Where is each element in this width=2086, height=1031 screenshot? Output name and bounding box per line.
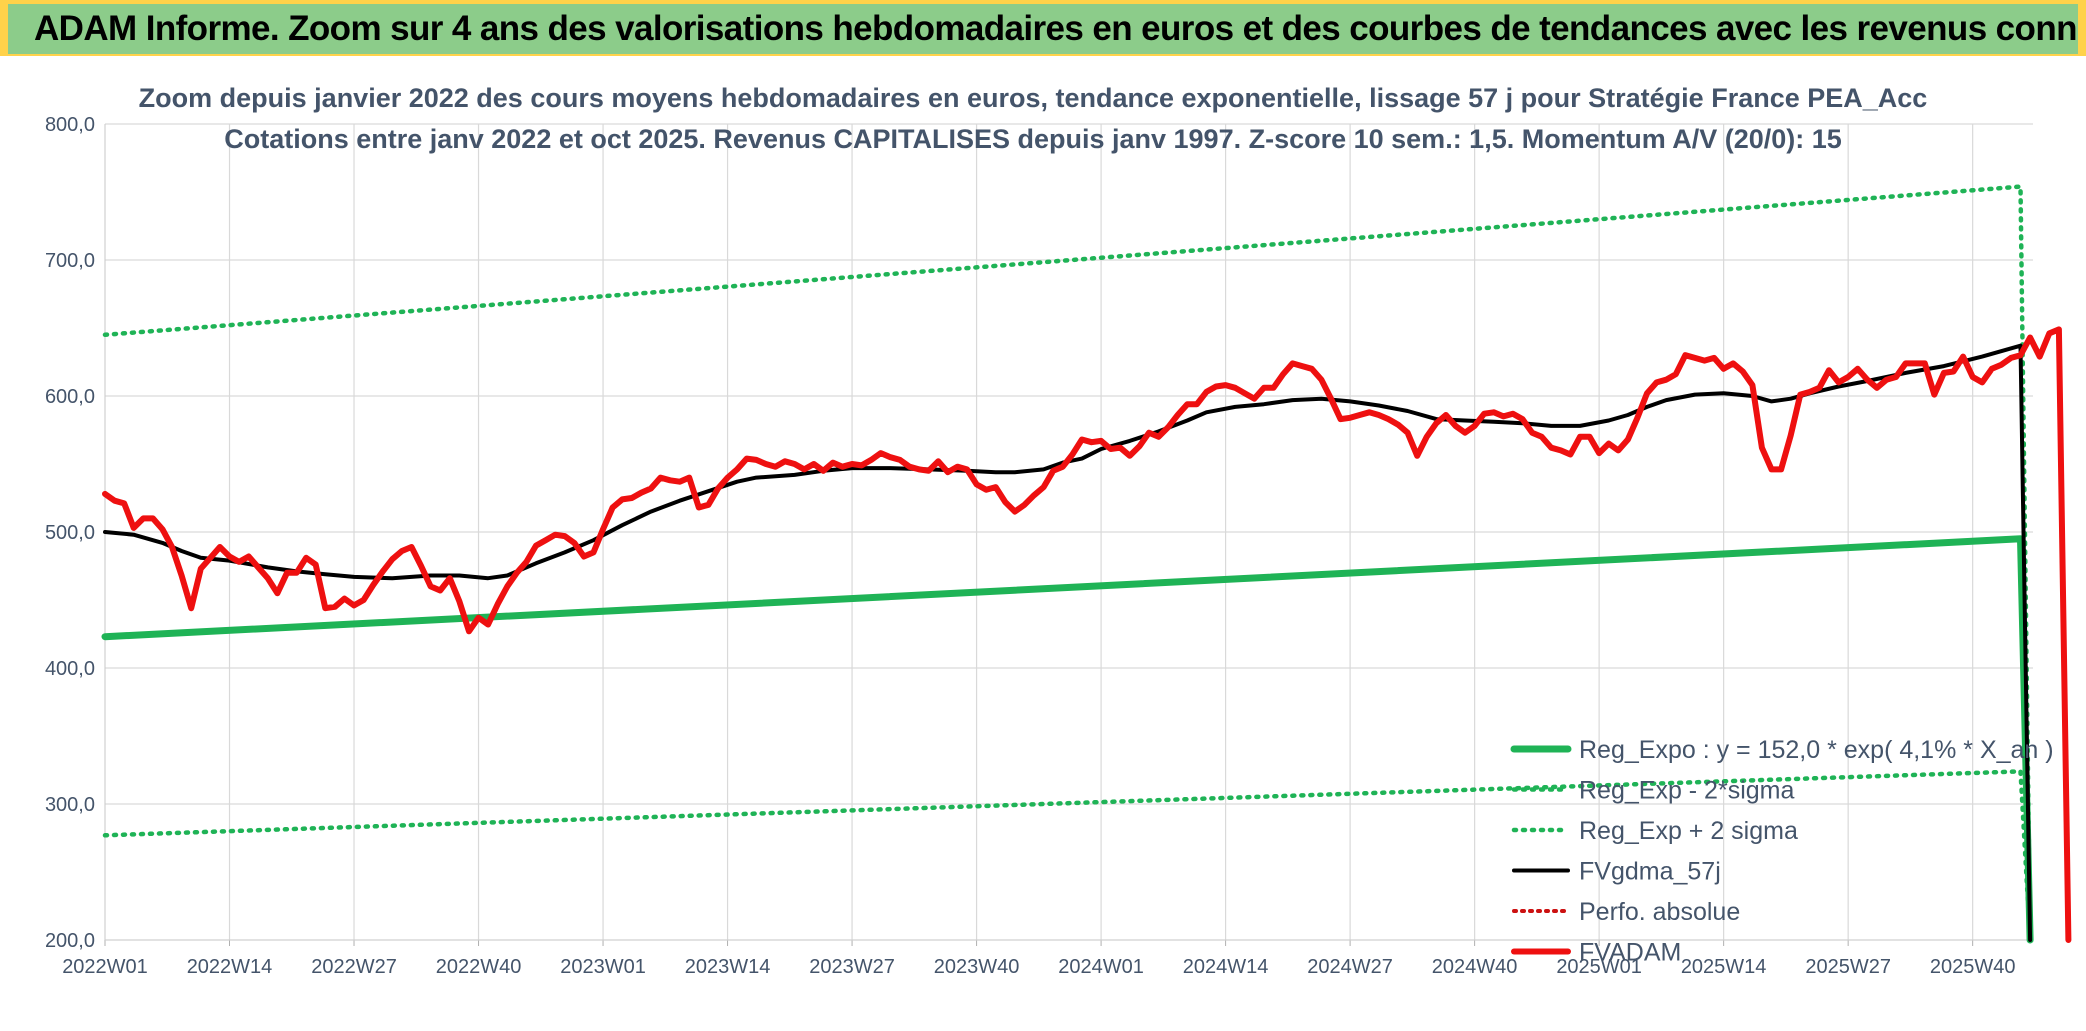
x-tick-label: 2025W40 xyxy=(1930,956,2016,978)
x-tick-label: 2025W14 xyxy=(1681,956,1767,978)
y-tick-label: 800,0 xyxy=(45,114,95,136)
x-tick-label: 2022W01 xyxy=(62,956,148,978)
x-tick-label: 2024W14 xyxy=(1183,956,1269,978)
y-tick-label: 500,0 xyxy=(45,522,95,544)
x-tick-label: 2022W14 xyxy=(187,956,273,978)
x-tick-label: 2023W14 xyxy=(685,956,771,978)
x-tick-label: 2023W01 xyxy=(560,956,646,978)
x-tick-label: 2025W27 xyxy=(1805,956,1891,978)
x-tick-label: 2023W40 xyxy=(934,956,1020,978)
chart-legend: Reg_Expo : y = 152,0 * exp( 4,1% * X_an … xyxy=(1510,736,2054,967)
series-line-fvgdma-57j xyxy=(103,343,2033,942)
y-tick-label: 700,0 xyxy=(45,250,95,272)
legend-label-reg-expo: Reg_Expo : y = 152,0 * exp( 4,1% * X_an … xyxy=(1579,736,2054,764)
x-tick-label: 2025W01 xyxy=(1556,956,1642,978)
chart-title-line-1: Zoom depuis janvier 2022 des cours moyen… xyxy=(139,83,1928,113)
x-tick-label: 2022W27 xyxy=(311,956,397,978)
legend-label-reg-exp-plus-2sigma: Reg_Exp + 2 sigma xyxy=(1579,817,1798,845)
chart-area: 200,0 300,0 400,0 500,0 600,0 700,0 800,0 2022W… xyxy=(8,56,2078,1026)
report-header-title: ADAM Informe. Zoom sur 4 ans des valoris… xyxy=(8,4,2078,54)
series-line-fvadam xyxy=(102,326,2072,943)
y-tick-label: 600,0 xyxy=(45,386,95,408)
legend-label-fvadam: FVADAM xyxy=(1579,939,1681,967)
axes: 200,0 300,0 400,0 500,0 600,0 700,0 800,0 2022W… xyxy=(45,114,2033,978)
y-tick-label: 200,0 xyxy=(45,930,95,952)
series-line-reg-exp-minus-2sigma xyxy=(102,769,2033,943)
trend-chart: 200,0 300,0 400,0 500,0 600,0 700,0 800,0 2022W… xyxy=(45,83,2072,978)
legend-label-perfo-absolue: Perfo. absolue xyxy=(1579,898,1740,926)
chart-series xyxy=(101,184,2072,944)
x-tick-label: 2024W01 xyxy=(1058,956,1144,978)
x-tick-label: 2023W27 xyxy=(809,956,895,978)
x-tick-label: 2024W27 xyxy=(1307,956,1393,978)
chart-title-block: Zoom depuis janvier 2022 des cours moyen… xyxy=(139,83,1928,154)
x-tick-label: 2024W40 xyxy=(1432,956,1518,978)
chart-title-line-2: Cotations entre janv 2022 et oct 2025. R… xyxy=(224,124,1842,154)
y-tick-label: 300,0 xyxy=(45,794,95,816)
legend-label-fvgdma-57j: FVgdma_57j xyxy=(1579,858,1721,886)
y-tick-label: 400,0 xyxy=(45,658,95,680)
legend-label-reg-exp-minus-2sigma: Reg_Exp - 2*sigma xyxy=(1579,777,1794,805)
x-tick-label: 2022W40 xyxy=(436,956,522,978)
